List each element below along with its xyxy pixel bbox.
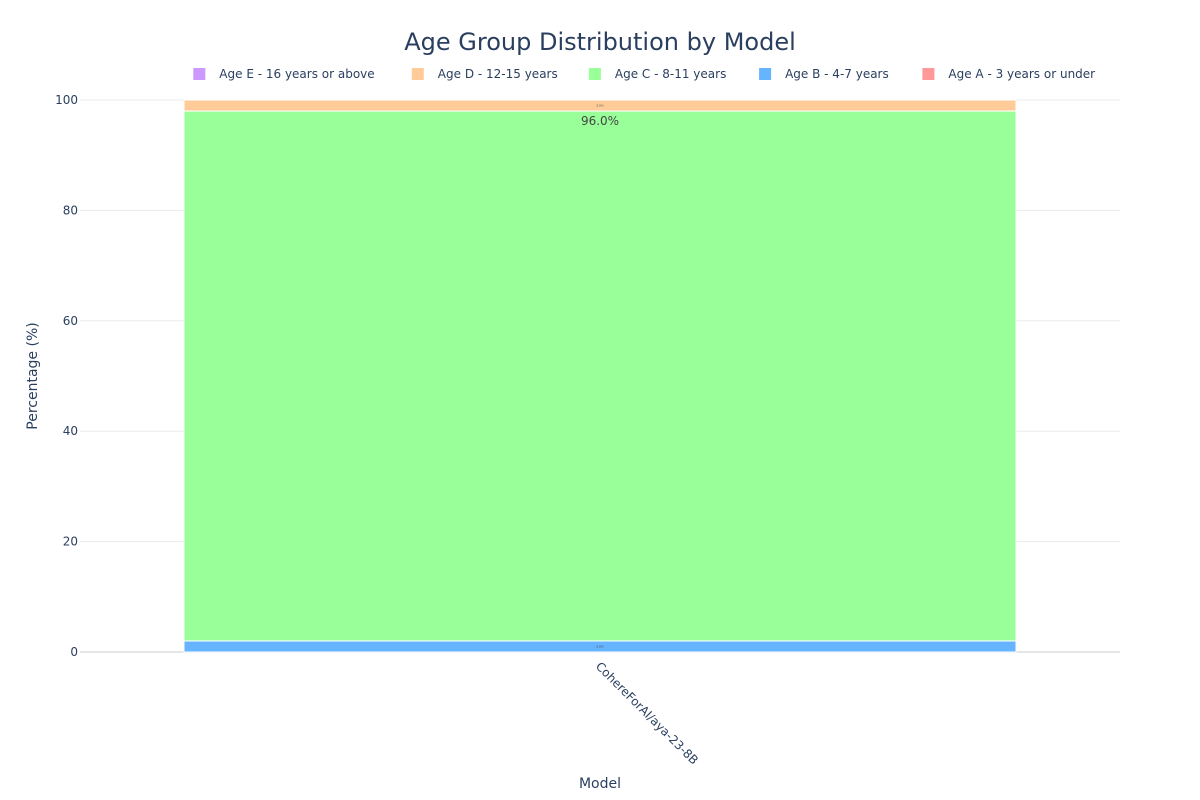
legend-label: Age E - 16 years or above — [219, 67, 374, 81]
chart-title: Age Group Distribution by Model — [404, 28, 796, 56]
x-axis-label: Model — [579, 776, 621, 792]
bar-segment-label: 2.0% — [596, 644, 604, 648]
y-tick-label: 80 — [63, 203, 78, 217]
legend-swatch — [922, 68, 935, 80]
bar-segment[interactable] — [183, 110, 1017, 642]
legend-label: Age D - 12-15 years — [438, 67, 558, 81]
y-tick-label: 40 — [63, 424, 78, 438]
legend: Age E - 16 years or above Age D - 12-15 y… — [193, 67, 1095, 81]
legend-item[interactable]: Age A - 3 years or under — [922, 67, 1095, 81]
y-tick-label: 60 — [63, 314, 78, 328]
bars — [183, 99, 1017, 653]
y-axis-ticks: 0 20 40 60 80 100 — [55, 93, 78, 659]
bar-segment-label: 96.0% — [581, 114, 619, 128]
y-tick-label: 100 — [55, 93, 78, 107]
legend-item[interactable]: Age B - 4-7 years — [759, 67, 889, 81]
x-axis-ticks: CohereForAI/aya-23-8B — [593, 659, 701, 767]
segment-labels: 2.0% 96.0% 2.0% — [581, 104, 619, 649]
legend-item[interactable]: Age E - 16 years or above — [193, 67, 375, 81]
legend-label: Age A - 3 years or under — [948, 67, 1095, 81]
x-tick-label: CohereForAI/aya-23-8B — [593, 659, 701, 767]
legend-label: Age C - 8-11 years — [615, 67, 726, 81]
y-axis-label: Percentage (%) — [25, 322, 41, 429]
y-tick-label: 20 — [63, 535, 78, 549]
legend-label: Age B - 4-7 years — [785, 67, 889, 81]
legend-item[interactable]: Age C - 8-11 years — [588, 67, 726, 81]
legend-swatch — [759, 68, 772, 80]
bar-segment[interactable] — [183, 99, 1017, 112]
legend-swatch — [588, 68, 601, 80]
y-tick-label: 0 — [70, 645, 78, 659]
legend-item[interactable]: Age D - 12-15 years — [411, 67, 558, 81]
legend-swatch — [411, 68, 424, 80]
bar-segment-label: 2.0% — [596, 104, 604, 108]
legend-swatch — [193, 68, 206, 80]
